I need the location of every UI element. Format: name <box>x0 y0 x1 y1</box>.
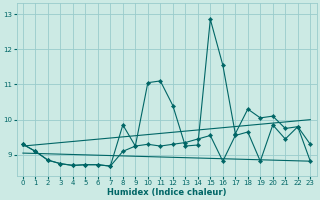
X-axis label: Humidex (Indice chaleur): Humidex (Indice chaleur) <box>107 188 226 197</box>
